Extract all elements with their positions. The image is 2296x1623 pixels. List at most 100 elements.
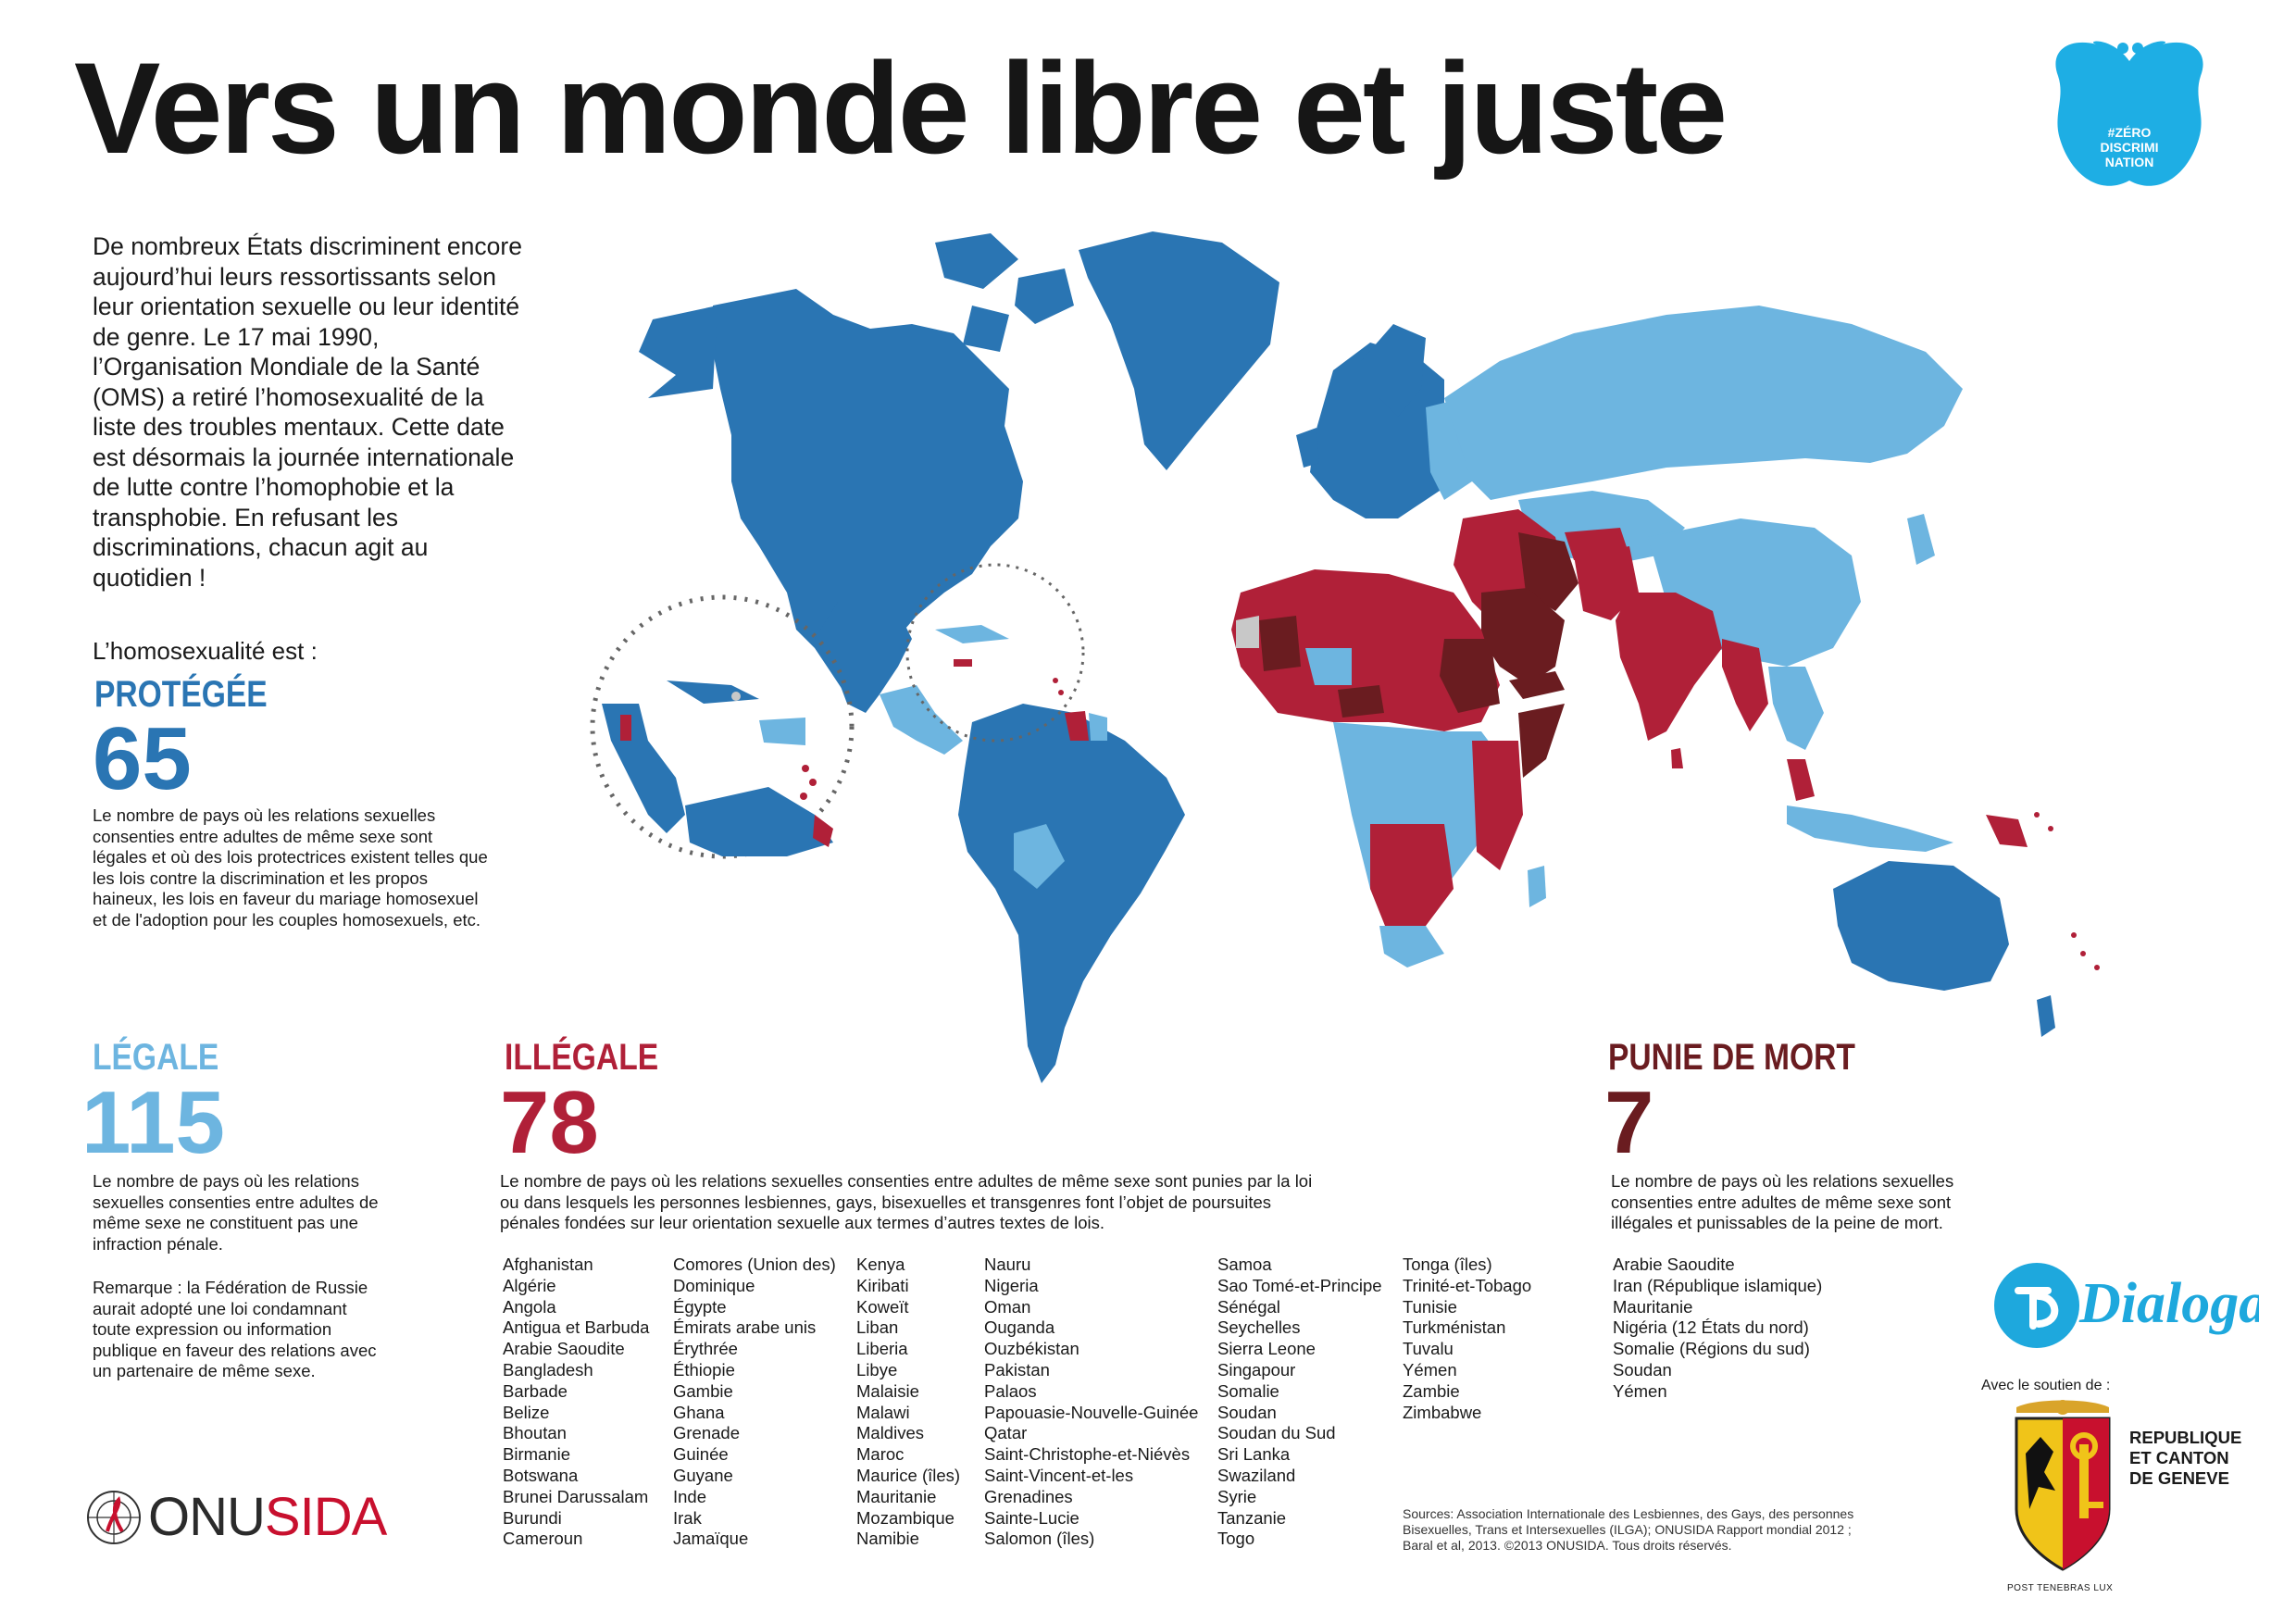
country: Belize [503,1402,550,1422]
zero-discrimination-butterfly-logo: #ZÉRO DISCRIMI NATION [2055,41,2203,186]
country: Nigéria (12 États du nord) [1613,1317,1809,1338]
arctic-islands [935,233,1074,352]
onusida-prefix: ONU [148,1487,266,1547]
country: Sénégal [1217,1296,1280,1317]
country: Barbade [503,1380,568,1401]
illegale-country-column-6: Tonga (îles) Trinité-et-Tobago Tunisie Turk… [1403,1255,1531,1423]
country: Grenadines [984,1486,1073,1506]
intro-paragraph: De nombreux États discriminent encore au… [93,232,522,592]
protegee-description: Le nombre de pays où les relations sexue… [93,805,488,930]
sources-note: Sources: Association Internationale des … [1403,1506,1854,1553]
protegee-number: 65 [93,709,192,808]
legale-description: Le nombre de pays où les relations sexue… [93,1171,379,1254]
yemen [1509,671,1565,699]
inset-belize [620,715,631,741]
country: Oman [984,1296,1031,1317]
country: Yémen [1613,1380,1667,1401]
legale-title: LÉGALE [93,1037,219,1078]
country: Irak [673,1507,702,1528]
country: Qatar [984,1423,1028,1443]
madagascar [1528,866,1546,907]
country: Sao Tomé-et-Principe [1217,1275,1382,1295]
country: Gambie [673,1380,733,1401]
australia [1833,861,2009,991]
country: Palaos [984,1380,1037,1401]
illegale-number: 78 [500,1073,599,1172]
country: Égypte [673,1296,727,1317]
africa-south-red [1370,824,1454,935]
country: Émirats arabe unis [673,1317,817,1338]
country: Pakistan [984,1359,1050,1380]
country: Guinée [673,1444,729,1465]
country: Tonga (îles) [1403,1255,1492,1274]
dialogai-wordmark: Dialogai [2078,1272,2259,1335]
geneve-line-3: DE GENEVE [2129,1468,2229,1488]
somalia [1518,704,1565,778]
punie-number: 7 [1604,1073,1654,1172]
country: Saint-Christophe-et-Niévès [984,1444,1191,1465]
south-africa [1379,926,1444,968]
country: Malawi [856,1402,910,1422]
nigeria-north [1338,685,1384,718]
country: Tunisie [1403,1296,1457,1317]
malaysia [1787,759,1815,801]
country: Nigeria [984,1275,1039,1295]
country: Inde [673,1486,707,1506]
svg-text:#ZÉRO: #ZÉRO [2108,125,2152,140]
country: Arabie Saoudite [1613,1255,1735,1274]
guyana [1065,711,1089,741]
country: Swaziland [1217,1465,1296,1485]
south-america [958,704,1185,1083]
southeast-asia [1768,667,1824,750]
country: Antigua et Barbuda [503,1317,650,1338]
country: Ghana [673,1402,725,1422]
africa-north [1231,569,1500,731]
new-zealand [2037,995,2055,1037]
country: Soudan [1217,1402,1277,1422]
cuba [935,625,1009,643]
sri-lanka [1671,748,1683,768]
illegale-country-column-5: Samoa Sao Tomé-et-Principe Sénégal Seychell… [1217,1255,1382,1550]
geneve-line-2: ET CANTON [2129,1448,2229,1467]
country: Turkménistan [1403,1317,1506,1338]
onusida-logo-text: ONUSIDA [148,1491,387,1544]
country: Birmanie [503,1444,570,1465]
country: Syrie [1217,1486,1257,1506]
country: Dominique [673,1275,755,1295]
country: Cameroun [503,1529,583,1549]
onusida-emblem-icon [87,1491,141,1544]
country: Ouganda [984,1317,1055,1338]
country: Maroc [856,1444,905,1465]
bolivia-paraguay [1014,824,1065,889]
illegale-country-column-4: Nauru Nigeria Oman Ouganda Ouzbékistan Pakist… [984,1255,1198,1550]
punie-title: PUNIE DE MORT [1608,1037,1855,1078]
country: Yémen [1403,1359,1457,1380]
country: Maurice (îles) [856,1465,961,1485]
bangladesh-myanmar [1722,639,1768,731]
country: Singapour [1217,1359,1296,1380]
saudi-arabia [1481,588,1565,685]
country: Trinité-et-Tobago [1403,1275,1532,1295]
inset-south-america [685,787,833,856]
country: Ouzbékistan [984,1339,1079,1359]
legale-note: Remarque : la Fédération de Russie aurai… [93,1278,377,1380]
punie-description: Le nombre de pays où les relations sexue… [1611,1171,1954,1232]
country: Nauru [984,1255,1031,1274]
country: Togo [1217,1529,1255,1549]
country: Brunei Darussalam [503,1486,649,1506]
geneve-coat-of-arms-logo [2015,1400,2111,1571]
country: Somalie (Régions du sud) [1613,1339,1810,1359]
country: Tanzanie [1217,1507,1287,1528]
sudan [1440,639,1500,713]
iran [1518,532,1578,611]
illegale-country-column-1: Afghanistan Algérie Angola Antigua et Barbu… [503,1255,649,1550]
country: Mauritanie [856,1486,937,1506]
country: Liban [856,1317,899,1338]
japan [1907,514,1935,565]
greenland [1079,231,1279,470]
svg-text:DISCRIMI: DISCRIMI [2101,140,2159,155]
indonesia [1787,805,1953,852]
country: Zimbabwe [1403,1402,1482,1422]
illegale-country-column-2: Comores (Union des) Dominique Égypte Émirat… [673,1255,836,1550]
